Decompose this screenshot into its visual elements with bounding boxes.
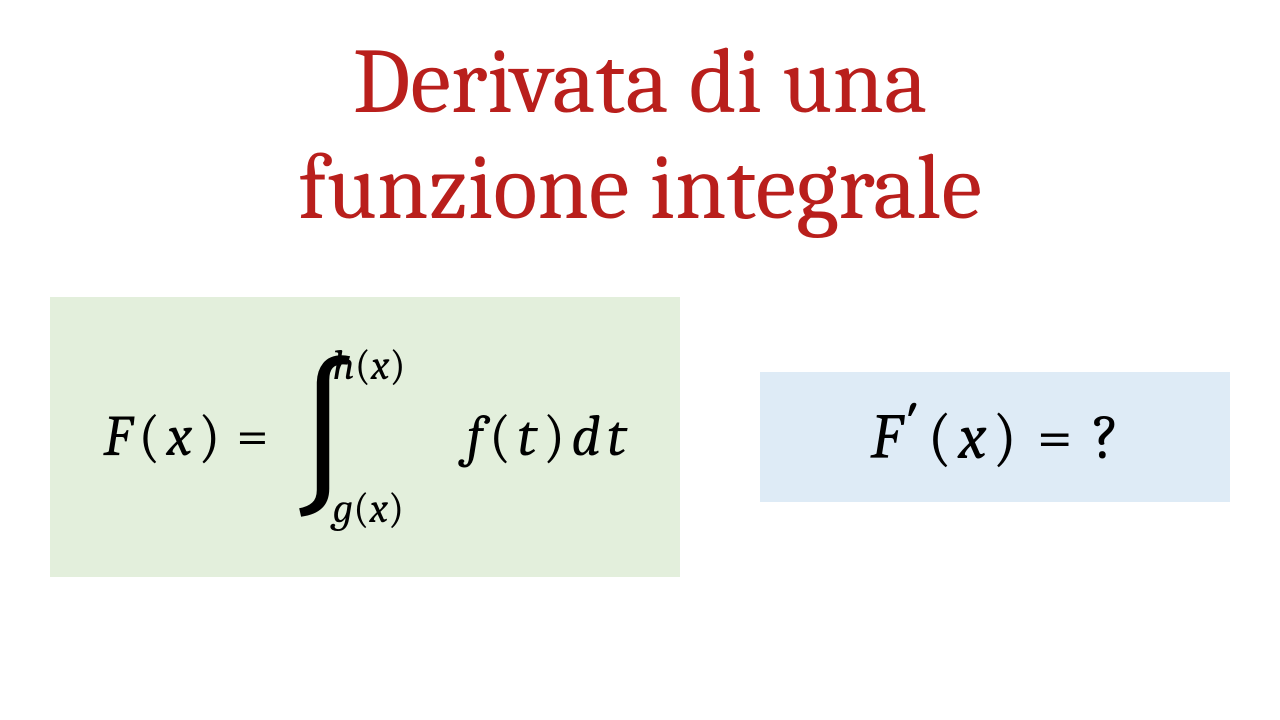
differential-d: d xyxy=(571,403,601,470)
differential-t: t xyxy=(607,403,627,470)
equals-sign-right: = xyxy=(1037,400,1072,474)
paren-close-right: ) xyxy=(993,400,1017,474)
upper-paren-close: ) xyxy=(390,341,406,390)
integrand-f: f xyxy=(467,403,483,470)
function-F-prime: F xyxy=(871,400,903,474)
integral-symbol-wrap: h(x) ∫ g(x) xyxy=(291,369,359,505)
formula-row: F ( x ) = h(x) ∫ g(x) f ( t ) d t xyxy=(0,297,1280,577)
upper-paren-open: ( xyxy=(355,341,371,390)
lower-limit: g(x) xyxy=(333,484,405,533)
variable-x-right: x xyxy=(958,400,987,474)
equals-sign: = xyxy=(236,403,268,470)
integrand-paren-close: ) xyxy=(543,403,565,470)
title: Derivata di una funzione integrale xyxy=(0,0,1280,242)
variable-x: x xyxy=(166,403,192,470)
function-F: F xyxy=(103,403,132,470)
question-mark: ? xyxy=(1092,400,1119,474)
prime-symbol: ′ xyxy=(904,388,919,462)
upper-h: h xyxy=(333,341,355,390)
paren-open: ( xyxy=(138,403,160,470)
upper-limit: h(x) xyxy=(333,341,406,390)
integrand-paren-open: ( xyxy=(489,403,511,470)
lower-paren-open: ( xyxy=(353,484,369,533)
integral-formula: F ( x ) = h(x) ∫ g(x) f ( t ) d t xyxy=(103,369,626,505)
title-line-2: funzione integrale xyxy=(0,136,1280,242)
integrand-t: t xyxy=(517,403,537,470)
paren-close: ) xyxy=(198,403,220,470)
title-line-1: Derivata di una xyxy=(0,30,1280,136)
paren-open-right: ( xyxy=(928,400,952,474)
upper-x: x xyxy=(371,341,390,390)
derivative-formula: F ′ ( x ) = ? xyxy=(871,400,1120,474)
lower-paren-close: ) xyxy=(388,484,404,533)
integral-definition-box: F ( x ) = h(x) ∫ g(x) f ( t ) d t xyxy=(50,297,680,577)
lower-x: x xyxy=(369,484,388,533)
derivative-question-box: F ′ ( x ) = ? xyxy=(760,372,1230,502)
lower-g: g xyxy=(333,484,354,533)
